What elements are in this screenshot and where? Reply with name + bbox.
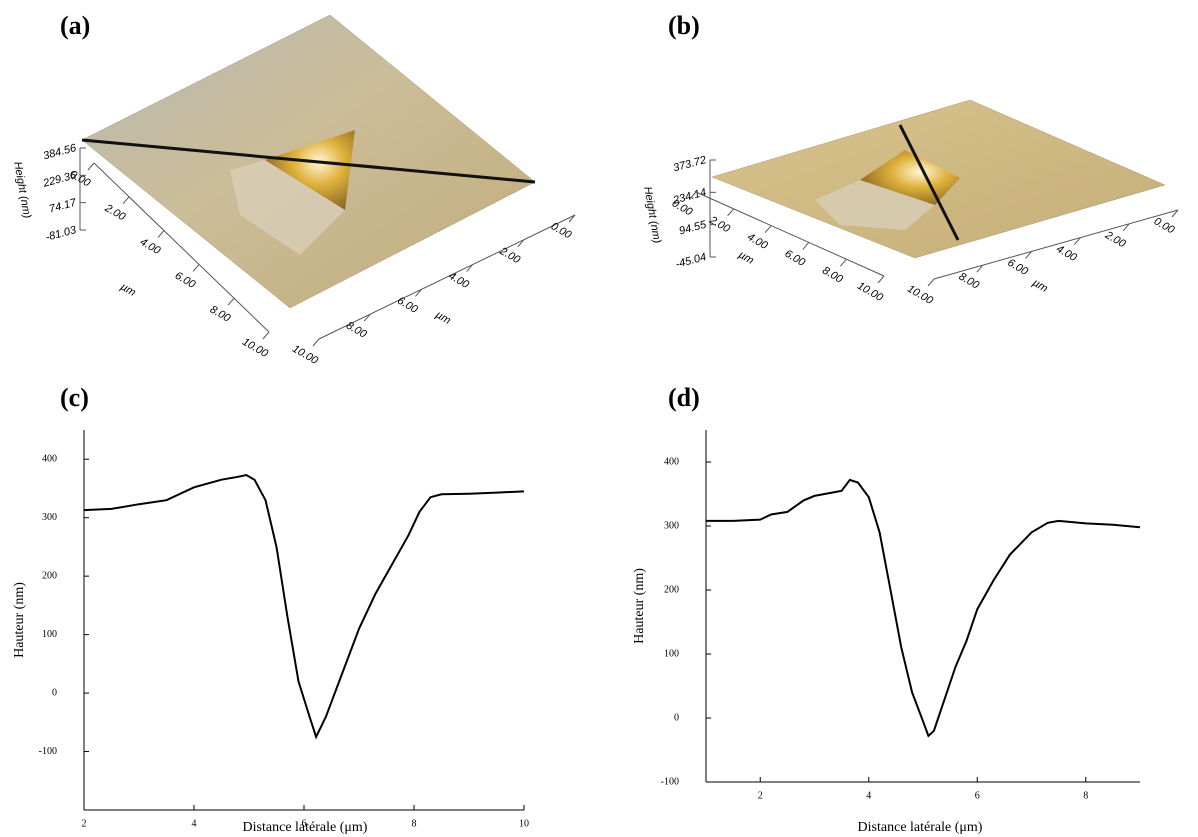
z-tick-label: 74.17 xyxy=(48,197,79,216)
z-tick-label: 384.56 xyxy=(42,142,78,163)
axis-tick xyxy=(568,214,576,223)
axis-tick-label: 6.00 xyxy=(783,248,808,270)
surface-shadow xyxy=(230,160,345,255)
axis-tick xyxy=(87,162,95,171)
axis-tick-label: 2.00 xyxy=(497,245,523,267)
axis-tick xyxy=(976,264,984,273)
axis-tick xyxy=(192,264,200,272)
axis-tick-label: 8.00 xyxy=(208,304,233,326)
axis-tick-label: 0.00 xyxy=(549,220,574,242)
panel-label: (a) xyxy=(60,11,90,40)
axis-tick-label: 10.00 xyxy=(905,283,936,308)
axis-tick-label: 8.00 xyxy=(820,265,845,287)
axis-tick xyxy=(927,278,935,287)
x-tick-label: 6 xyxy=(975,790,980,801)
y-tick-label: 300 xyxy=(42,512,57,523)
axis-line xyxy=(93,162,270,333)
x-tick-label: 2 xyxy=(82,818,87,829)
axis-line xyxy=(695,191,885,277)
y-tick-label: 400 xyxy=(664,456,679,467)
z-tick-label: -81.03 xyxy=(44,224,78,244)
axis-tick-label: 10.00 xyxy=(240,336,271,361)
axis-tick-label: 0.00 xyxy=(1152,215,1177,237)
axis-line xyxy=(933,209,1179,280)
axis-tick xyxy=(517,239,525,248)
axis-tick xyxy=(1122,223,1130,232)
x-tick-label: 4 xyxy=(866,790,871,801)
axis-tick xyxy=(157,230,165,238)
profile-cut xyxy=(81,138,536,184)
axis-tick xyxy=(802,242,810,250)
axis-tick xyxy=(262,331,270,340)
x-tick-label: 6 xyxy=(302,818,307,829)
axis-tick-label: 2.00 xyxy=(1102,229,1128,251)
axis-tick-label: 6.00 xyxy=(1005,257,1030,279)
axis-label: µm xyxy=(118,281,137,299)
surface-shadow xyxy=(815,180,935,230)
y-tick-label: 100 xyxy=(42,629,57,640)
profile-cut xyxy=(898,124,960,241)
y-tick-label: 200 xyxy=(42,570,57,581)
axis-tick xyxy=(363,313,371,322)
axis-tick xyxy=(877,275,885,284)
y-tick-label: 300 xyxy=(664,520,679,531)
y-axis-label: Hauteur (nm) xyxy=(12,582,27,658)
axis-tick xyxy=(689,191,697,200)
z-tick-label: -45.04 xyxy=(674,251,707,271)
x-tick-label: 8 xyxy=(1083,790,1088,801)
axis-tick-label: 6.00 xyxy=(173,270,198,292)
y-axis-label: Hauteur (nm) xyxy=(632,568,647,644)
axis-tick-label: 2.00 xyxy=(102,202,128,224)
profile-line xyxy=(83,473,525,740)
axis-tick-label: 6.00 xyxy=(395,295,420,317)
axis-tick xyxy=(840,258,847,267)
y-tick-label: -100 xyxy=(661,776,679,787)
axis-tick-label: 10.00 xyxy=(290,343,321,368)
axis-tick xyxy=(227,297,235,306)
axis-tick xyxy=(1171,209,1179,218)
y-tick-label: 0 xyxy=(674,712,679,723)
y-tick-label: -100 xyxy=(39,746,57,757)
y-tick-label: 200 xyxy=(664,584,679,595)
axis-tick xyxy=(466,264,473,272)
axis-label: µm xyxy=(433,309,452,327)
axis-tick-label: 10.00 xyxy=(855,280,886,305)
axis-tick-label: 4.00 xyxy=(1054,243,1079,265)
profile-line xyxy=(706,478,1141,738)
axis-line xyxy=(318,214,576,340)
x-axis-label: Distance latérale (μm) xyxy=(858,820,983,835)
z-axis-label: Height (nm) xyxy=(641,186,663,245)
z-tick-label: 94.55 xyxy=(678,219,709,238)
panel-label: (d) xyxy=(668,383,700,412)
x-tick-label: 10 xyxy=(519,818,529,829)
z-tick-label: 373.72 xyxy=(672,154,708,174)
y-tick-label: 0 xyxy=(52,687,57,698)
axis-tick xyxy=(415,289,422,297)
x-tick-label: 8 xyxy=(412,818,417,829)
z-axis-label: Height (nm) xyxy=(11,161,33,220)
y-tick-label: 400 xyxy=(42,454,57,465)
panel-label: (b) xyxy=(668,11,700,40)
axis-tick-label: 8.00 xyxy=(957,271,982,293)
x-axis-label: Distance latérale (μm) xyxy=(243,820,368,835)
axis-tick xyxy=(764,225,772,233)
axis-label: µm xyxy=(736,249,755,267)
x-tick-label: 4 xyxy=(192,818,197,829)
axis-label: µm xyxy=(1030,277,1049,295)
y-tick-label: 100 xyxy=(664,648,679,659)
axis-tick-label: 8.00 xyxy=(344,320,369,342)
surface-peak xyxy=(265,130,355,210)
axis-tick-label: 4.00 xyxy=(745,231,770,253)
panel-label: (c) xyxy=(60,383,89,412)
axis-tick xyxy=(1074,237,1081,245)
axis-tick xyxy=(122,196,130,205)
axis-tick-label: 4.00 xyxy=(446,270,471,292)
axis-tick-label: 4.00 xyxy=(138,236,163,258)
x-tick-label: 2 xyxy=(758,790,763,801)
axis-tick xyxy=(1025,251,1032,259)
axis-tick xyxy=(727,208,734,217)
axis-tick xyxy=(312,338,320,347)
